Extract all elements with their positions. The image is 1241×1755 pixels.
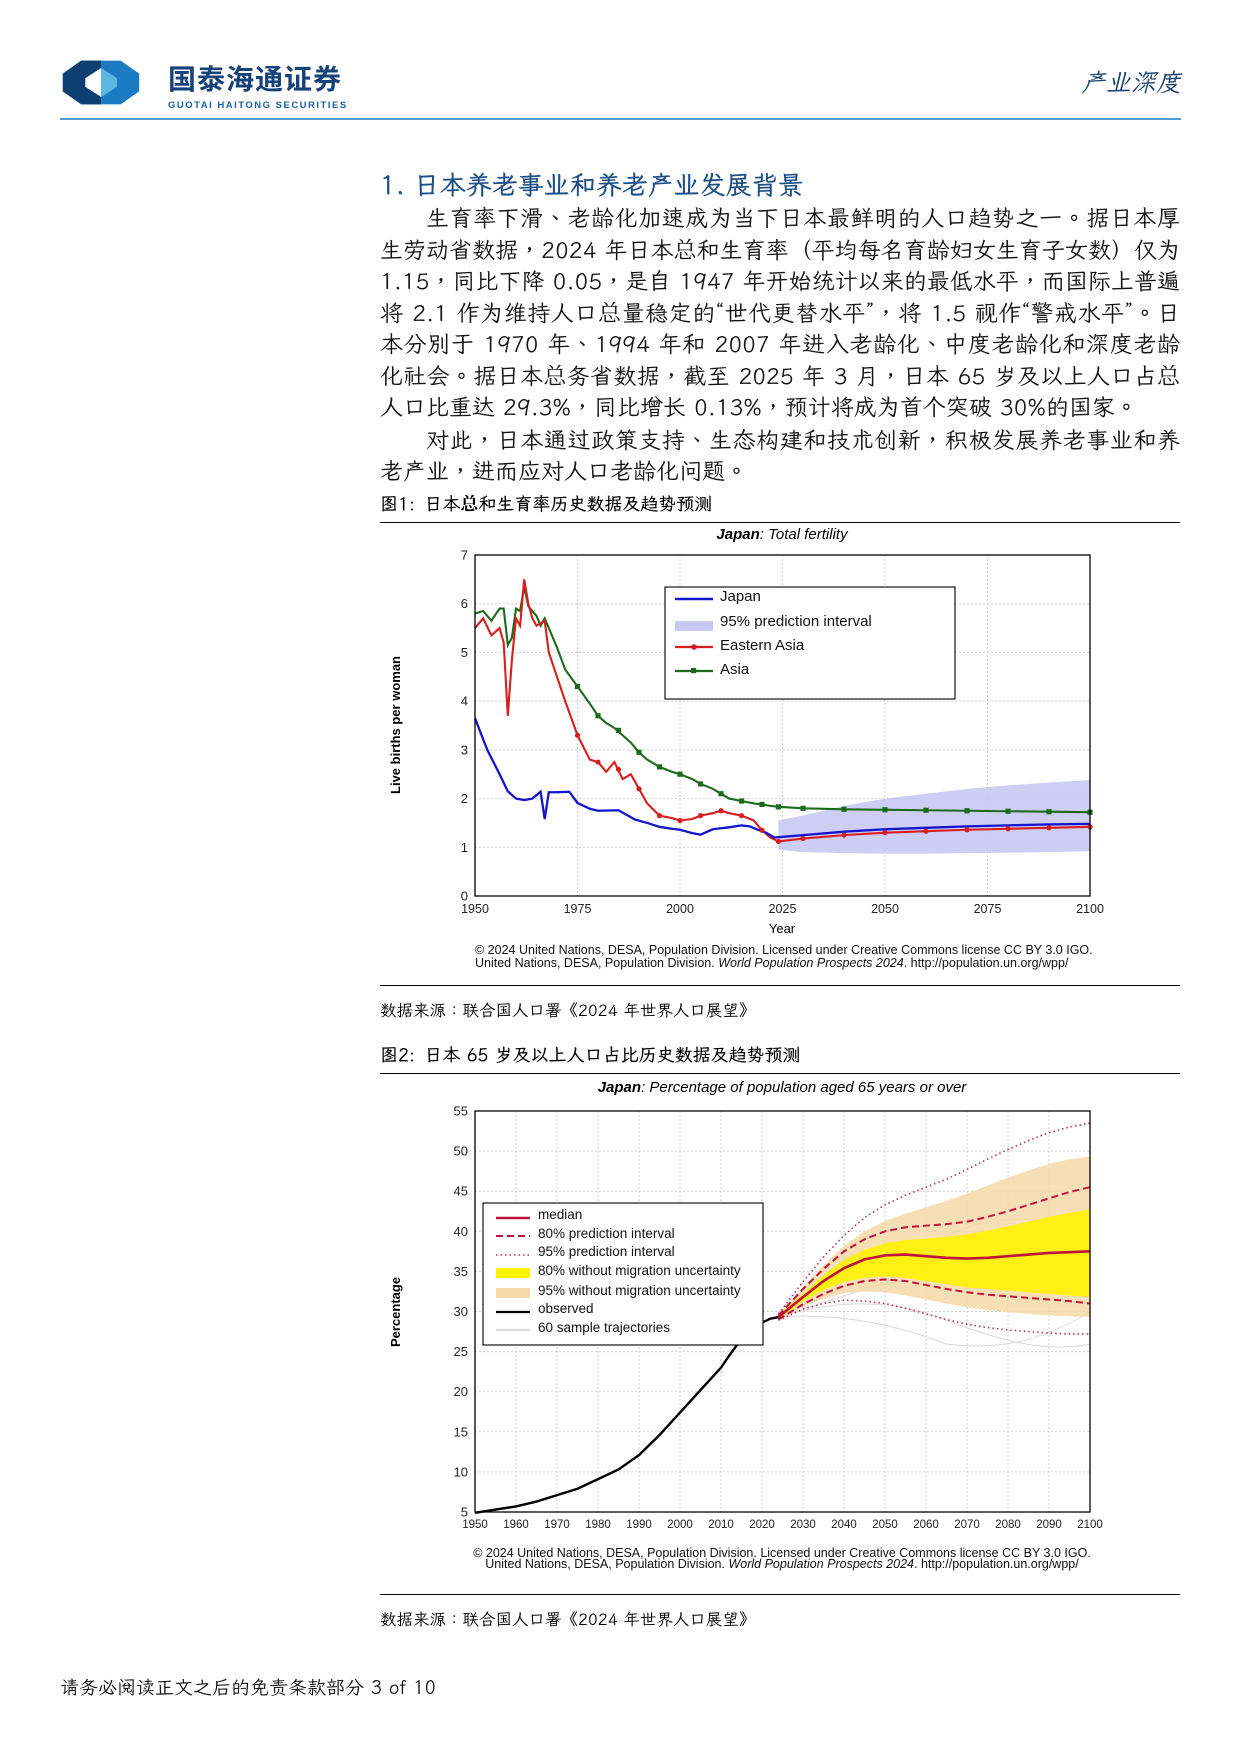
svg-text:25: 25 [454,1344,468,1359]
svg-text:Japan: Percentage of populatio: Japan: Percentage of population aged 65 … [598,1079,968,1096]
svg-text:3: 3 [461,742,468,757]
svg-text:1960: 1960 [503,1519,529,1531]
svg-text:5: 5 [461,645,468,660]
svg-text:4: 4 [461,694,468,709]
svg-text:Live births per woman: Live births per woman [388,656,403,794]
svg-text:10: 10 [454,1464,468,1479]
svg-text:6: 6 [461,596,468,611]
svg-text:© 2024 United Nations, DESA, P: © 2024 United Nations, DESA, Population … [475,943,1093,957]
svg-text:Year: Year [769,921,796,936]
svg-text:80% prediction interval: 80% prediction interval [538,1226,675,1241]
svg-text:2: 2 [461,791,468,806]
svg-text:United Nations, DESA, Populati: United Nations, DESA, Population Divisio… [475,956,1069,970]
svg-text:Percentage: Percentage [388,1277,403,1347]
svg-text:2100: 2100 [1076,902,1104,916]
svg-text:35: 35 [454,1264,468,1279]
svg-text:45: 45 [454,1184,468,1199]
svg-text:2040: 2040 [831,1519,857,1531]
svg-text:1950: 1950 [462,1519,488,1531]
svg-text:5: 5 [461,1505,468,1520]
svg-text:2060: 2060 [913,1519,939,1531]
svg-text:2080: 2080 [995,1519,1021,1531]
svg-text:95% prediction interval: 95% prediction interval [538,1244,675,1259]
svg-text:1990: 1990 [626,1519,652,1531]
svg-text:1: 1 [461,840,468,855]
svg-text:1950: 1950 [461,902,489,916]
svg-text:2000: 2000 [666,902,694,916]
svg-text:1980: 1980 [585,1519,611,1531]
svg-text:Asia: Asia [720,661,750,678]
svg-text:2020: 2020 [749,1519,775,1531]
svg-text:80% without migration uncertai: 80% without migration uncertainty [538,1263,741,1278]
svg-text:observed: observed [538,1301,594,1316]
svg-text:1975: 1975 [564,902,592,916]
svg-text:2075: 2075 [974,902,1002,916]
svg-text:30: 30 [454,1304,468,1319]
svg-text:Japan: Japan [720,588,761,605]
svg-text:50: 50 [454,1144,468,1159]
svg-text:2050: 2050 [872,1519,898,1531]
svg-text:United Nations, DESA, Populati: United Nations, DESA, Population Divisio… [485,1557,1079,1571]
svg-text:1970: 1970 [544,1519,570,1531]
svg-text:95% without migration uncertai: 95% without migration uncertainty [538,1283,741,1298]
svg-text:2100: 2100 [1077,1519,1103,1531]
svg-text:2025: 2025 [769,902,797,916]
svg-text:2000: 2000 [667,1519,693,1531]
svg-text:Japan: Total fertility: Japan: Total fertility [716,526,849,543]
svg-text:60 sample trajectories: 60 sample trajectories [538,1320,670,1335]
svg-text:55: 55 [454,1104,468,1119]
svg-text:7: 7 [461,548,468,563]
svg-text:median: median [538,1207,582,1222]
svg-text:2030: 2030 [790,1519,816,1531]
svg-text:2010: 2010 [708,1519,734,1531]
svg-text:95% prediction interval: 95% prediction interval [720,613,872,630]
svg-text:2090: 2090 [1036,1519,1062,1531]
svg-text:40: 40 [454,1224,468,1239]
svg-text:20: 20 [454,1384,468,1399]
svg-text:2050: 2050 [871,902,899,916]
svg-text:2070: 2070 [954,1519,980,1531]
svg-text:Eastern Asia: Eastern Asia [720,637,805,654]
svg-text:15: 15 [454,1424,468,1439]
